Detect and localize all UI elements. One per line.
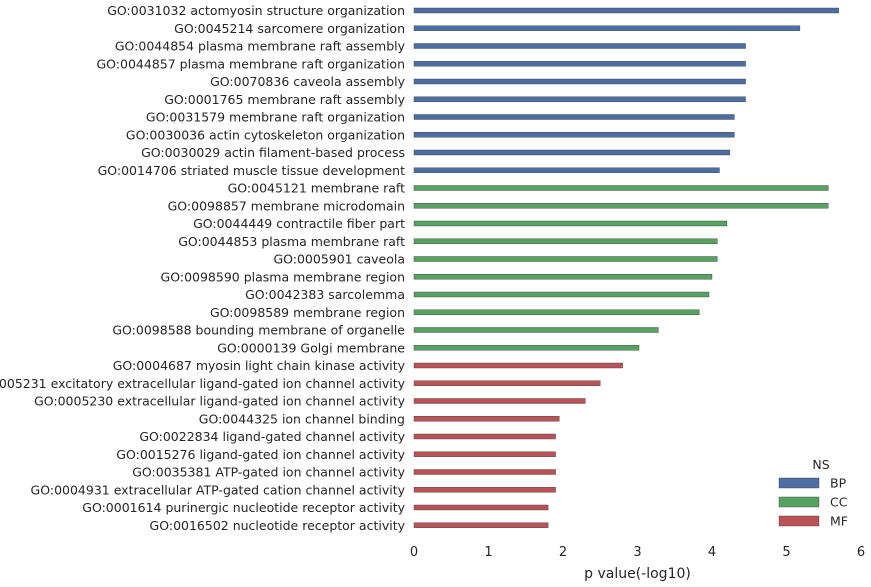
- bar-4: [413, 78, 746, 85]
- bar-14: [413, 256, 718, 262]
- bar-27: [413, 487, 556, 493]
- legend-label-cc: CC: [830, 495, 848, 510]
- bar-6: [413, 114, 735, 120]
- category-label-12: GO:0044449 contractile fiber part: [193, 216, 405, 231]
- x-tick-label-4: 4: [708, 545, 716, 560]
- category-label-11: GO:0098857 membrane microdomain: [168, 198, 405, 213]
- legend-swatch-bp: [778, 477, 820, 489]
- category-label-10: GO:0045121 membrane raft: [228, 181, 406, 196]
- x-tick-label-3: 3: [633, 545, 641, 560]
- x-tick-labels-group: 0 1 2 3 4 5 6: [410, 545, 865, 560]
- legend-title: NS: [812, 457, 829, 472]
- legend-label-mf: MF: [830, 514, 848, 529]
- x-tick-label-0: 0: [410, 545, 418, 560]
- category-label-14: GO:0005901 caveola: [273, 252, 405, 267]
- category-label-28: GO:0001614 purinergic nucleotide recepto…: [82, 500, 405, 515]
- bar-2: [413, 43, 746, 49]
- category-label-16: GO:0042383 sarcolemma: [245, 287, 405, 302]
- category-label-26: GO:0035381 ATP-gated ion channel activit…: [132, 465, 405, 480]
- bar-18: [413, 327, 659, 333]
- category-label-13: GO:0044853 plasma membrane raft: [178, 234, 405, 249]
- bar-25: [413, 451, 556, 457]
- bar-17: [413, 309, 700, 315]
- category-label-3: GO:0044857 plasma membrane raft organiza…: [97, 56, 406, 71]
- category-label-23: GO:0044325 ion channel binding: [199, 411, 405, 426]
- x-tick-label-5: 5: [782, 545, 790, 560]
- bar-26: [413, 469, 556, 475]
- category-label-24: GO:0022834 ligand-gated channel activity: [139, 429, 405, 444]
- bar-24: [413, 433, 556, 440]
- category-label-9: GO:0014706 striated muscle tissue develo…: [98, 163, 406, 178]
- bars-group: [413, 7, 839, 528]
- category-label-2: GO:0044854 plasma membrane raft assembly: [115, 39, 406, 54]
- category-label-7: GO:0030036 actin cytoskeleton organizati…: [126, 127, 405, 142]
- category-label-17: GO:0098589 membrane region: [210, 305, 405, 320]
- category-label-29: GO:0016502 nucleotide receptor activity: [150, 518, 406, 533]
- x-tick-label-2: 2: [559, 545, 567, 560]
- bar-12: [413, 220, 728, 227]
- bar-11: [413, 203, 829, 209]
- bar-16: [413, 291, 710, 298]
- bar-21: [413, 380, 601, 386]
- bar-20: [413, 362, 623, 369]
- bar-10: [413, 185, 829, 191]
- bar-0: [413, 7, 839, 14]
- bar-15: [413, 274, 713, 280]
- category-label-4: GO:0070836 caveola assembly: [210, 74, 405, 89]
- category-label-1: GO:0045214 sarcomere organization: [174, 21, 405, 36]
- bar-1: [413, 25, 801, 31]
- bar-3: [413, 61, 746, 67]
- category-label-8: GO:0030029 actin filament-based process: [141, 145, 405, 160]
- legend: NS BP CC MF: [778, 457, 848, 529]
- bar-9: [413, 167, 720, 173]
- category-label-25: GO:0015276 ligand-gated ion channel acti…: [116, 447, 405, 462]
- legend-swatch-cc: [778, 496, 820, 508]
- category-label-19: GO:0000139 Golgi membrane: [217, 340, 405, 355]
- bar-22: [413, 398, 586, 404]
- category-label-15: GO:0098590 plasma membrane region: [161, 269, 405, 284]
- legend-swatch-mf: [778, 515, 820, 527]
- category-label-21: GO:0005231 excitatory extracellular liga…: [0, 376, 406, 391]
- category-label-22: GO:0005230 extracellular ligand-gated io…: [34, 394, 406, 409]
- category-label-5: GO:0001765 membrane raft assembly: [164, 92, 405, 107]
- legend-label-bp: BP: [830, 476, 847, 491]
- bar-7: [413, 132, 735, 138]
- x-tick-label-6: 6: [857, 545, 865, 560]
- bar-28: [413, 504, 549, 511]
- category-label-20: GO:0004687 myosin light chain kinase act…: [113, 358, 406, 373]
- bar-23: [413, 416, 560, 422]
- category-label-6: GO:0031579 membrane raft organization: [146, 110, 405, 125]
- bar-8: [413, 149, 731, 156]
- category-label-18: GO:0098588 bounding membrane of organell…: [112, 323, 405, 338]
- x-tick-label-1: 1: [484, 545, 492, 560]
- category-labels-group: GO:0031032 actomyosin structure organiza…: [0, 3, 406, 533]
- category-label-0: GO:0031032 actomyosin structure organiza…: [107, 3, 405, 18]
- bar-29: [413, 522, 549, 528]
- category-label-27: GO:0004931 extracellular ATP-gated catio…: [31, 482, 406, 497]
- bar-5: [413, 96, 746, 102]
- bar-13: [413, 238, 718, 244]
- bar-19: [413, 345, 640, 351]
- x-axis-label: p value(-log10): [584, 566, 691, 582]
